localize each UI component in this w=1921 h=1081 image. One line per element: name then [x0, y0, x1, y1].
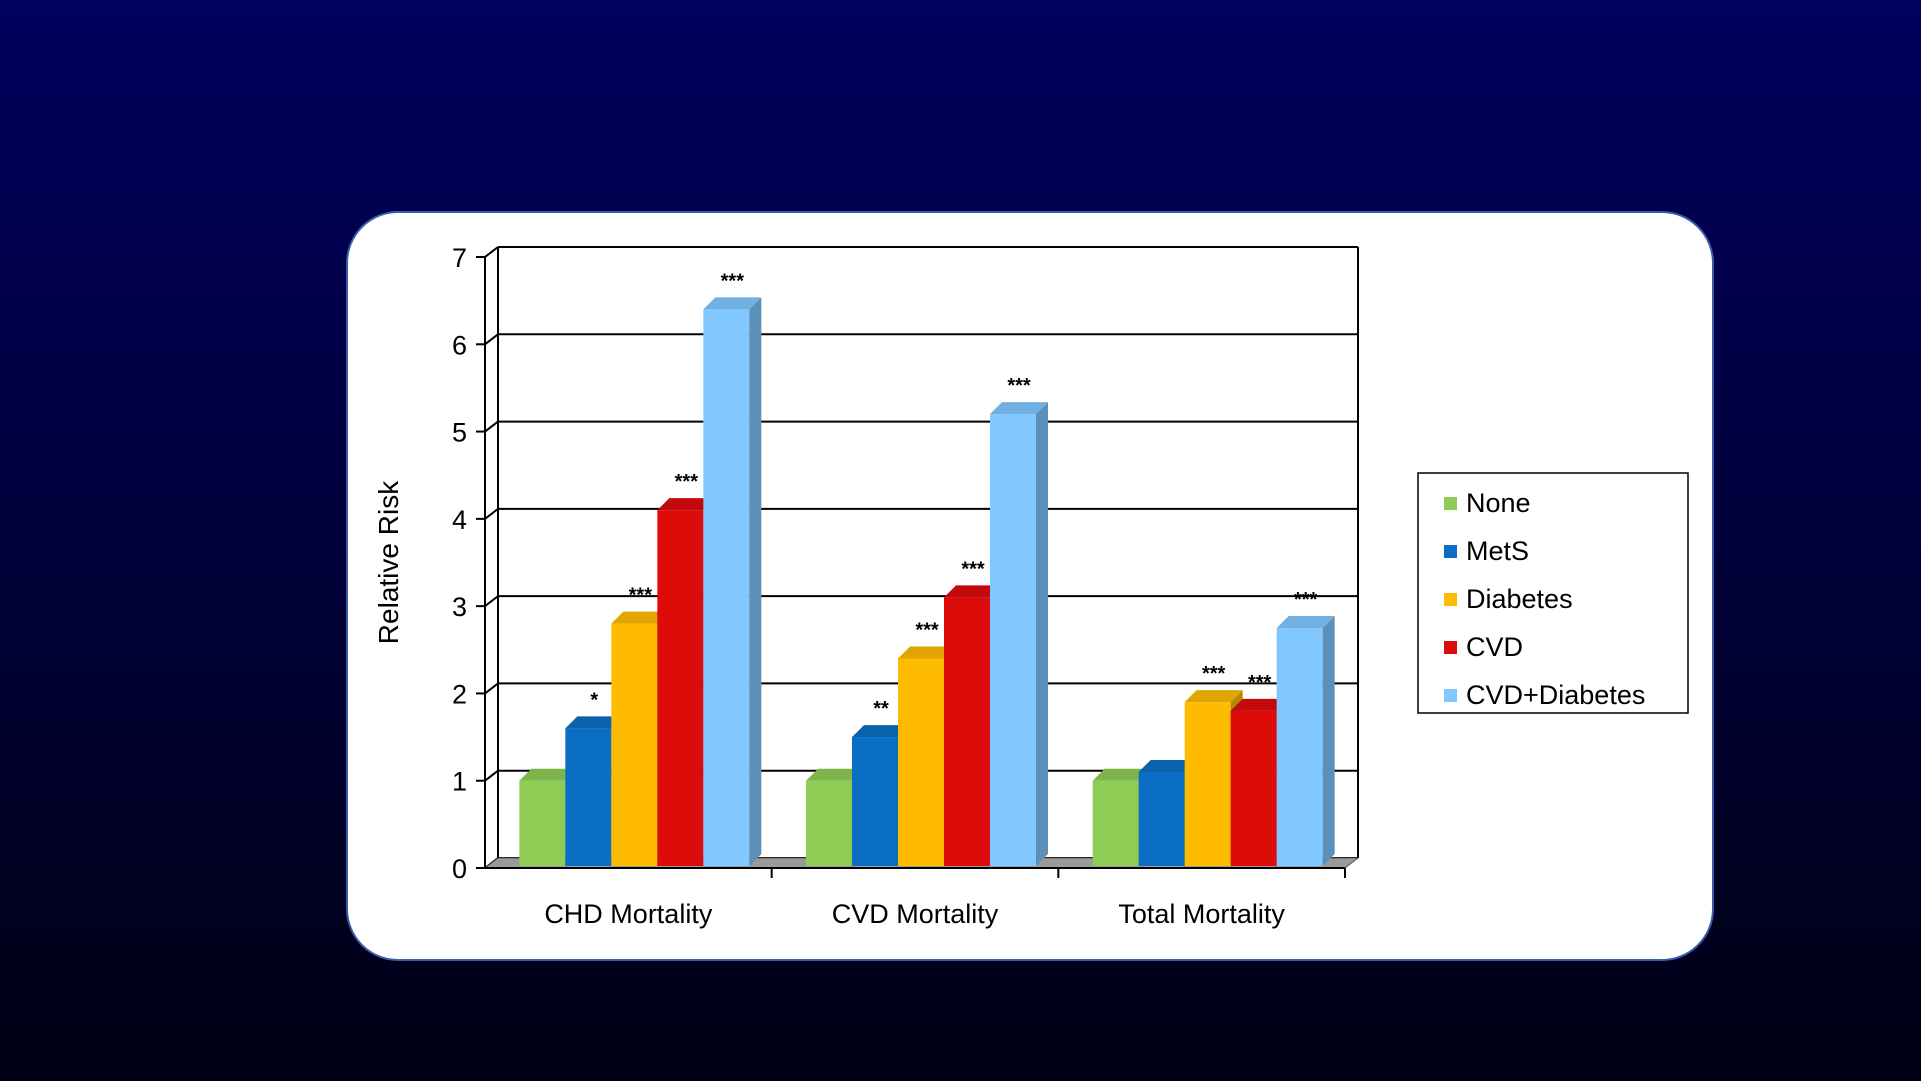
significance-label: ***: [1294, 589, 1318, 611]
y-tick-label: 5: [452, 418, 467, 448]
bar-top: [657, 498, 716, 511]
significance-label: ***: [1007, 375, 1031, 397]
gridline-depth-2: [484, 682, 499, 695]
bar-front: [806, 780, 852, 866]
y-tick-label: 6: [452, 330, 467, 360]
legend-label: CVD: [1466, 632, 1523, 662]
legend-swatch: [1444, 545, 1457, 558]
bar-top: [1230, 698, 1289, 711]
bar: [611, 611, 670, 866]
significance-label: ***: [915, 620, 939, 642]
legend-swatch: [1444, 593, 1457, 606]
significance-label: ***: [961, 558, 985, 580]
y-tick-label: 2: [452, 679, 467, 709]
significance-label: ***: [1248, 672, 1272, 694]
significance-label: ***: [629, 585, 653, 607]
bar-front: [565, 728, 612, 866]
legend-label: None: [1466, 488, 1531, 518]
legend-box: [1417, 472, 1689, 714]
bar-front: [519, 780, 566, 866]
bar-top: [1184, 690, 1243, 703]
bars: [519, 297, 1335, 866]
gridline-depth-7: [484, 246, 499, 258]
x-tick-label: Total Mortality: [1118, 899, 1285, 929]
significance-label: ***: [1202, 663, 1226, 685]
bar-front: [1092, 780, 1139, 866]
gridline-depth-5: [484, 420, 499, 433]
bar-side: [749, 297, 762, 866]
legend-label: CVD+Diabetes: [1466, 680, 1645, 710]
y-tick-label: 4: [452, 505, 467, 535]
bar-top: [1092, 768, 1151, 781]
bar-front: [1230, 710, 1277, 866]
bar-front: [1184, 702, 1231, 866]
bar-front: [657, 510, 704, 866]
gridline-depth-1: [484, 769, 499, 782]
bar-side: [1036, 402, 1048, 866]
y-tick-label: 1: [452, 767, 467, 797]
bar-top: [519, 768, 578, 781]
gridline-depth-4: [484, 508, 499, 520]
legend-label: MetS: [1466, 536, 1529, 566]
bar-top: [990, 402, 1048, 415]
bar-front: [898, 658, 944, 866]
bar-front: [944, 597, 990, 866]
bar-top: [565, 716, 624, 729]
legend: None MetS Diabetes CVD CVD+Diabetes: [1417, 472, 1689, 714]
bar: [1230, 698, 1289, 866]
bar-labels: ************************ ******: [590, 270, 1317, 720]
bar-top: [1276, 615, 1335, 628]
bar-side: [1322, 615, 1335, 866]
bar-front: [1138, 771, 1185, 866]
bar-front: [1276, 627, 1323, 866]
x-tick-label: CHD Mortality: [544, 899, 713, 929]
gridline-depth-3: [484, 595, 499, 607]
chart-panel: 0 1 2 3 4 5 6 7 Relative Risk CHD Mortality CVD Mo…: [346, 211, 1714, 961]
significance-label: ***: [721, 270, 745, 292]
bar-top: [944, 585, 1002, 598]
bar-front: [852, 737, 898, 866]
bar-top: [703, 297, 762, 310]
bar: [990, 402, 1048, 866]
legend-label: Diabetes: [1466, 584, 1573, 614]
y-tick-label: 7: [452, 243, 467, 273]
bar-top: [806, 768, 864, 781]
bar-top: [852, 725, 910, 738]
significance-label: **: [873, 698, 889, 720]
legend-swatch: [1444, 689, 1457, 702]
bar-top: [1138, 759, 1197, 772]
legend-swatch: [1444, 641, 1457, 654]
y-axis-label: Relative Risk: [373, 480, 404, 644]
bar-top: [898, 646, 956, 659]
gridline-depth-6: [484, 333, 499, 346]
bar-top: [611, 611, 670, 624]
y-tick-label: 3: [452, 592, 467, 622]
bar-front: [611, 623, 658, 866]
bar-front: [990, 414, 1036, 866]
legend-swatch: [1444, 497, 1457, 510]
y-tick-label: 0: [452, 854, 467, 884]
bar: [703, 297, 762, 866]
bar-chart: 0 1 2 3 4 5 6 7 Relative Risk CHD Mortality CVD Mo…: [373, 243, 1689, 929]
bar-front: [703, 309, 750, 866]
significance-label: ***: [675, 471, 699, 493]
x-tick-label: CVD Mortality: [832, 899, 999, 929]
bar: [1276, 615, 1335, 866]
significance-label: *: [590, 689, 598, 711]
